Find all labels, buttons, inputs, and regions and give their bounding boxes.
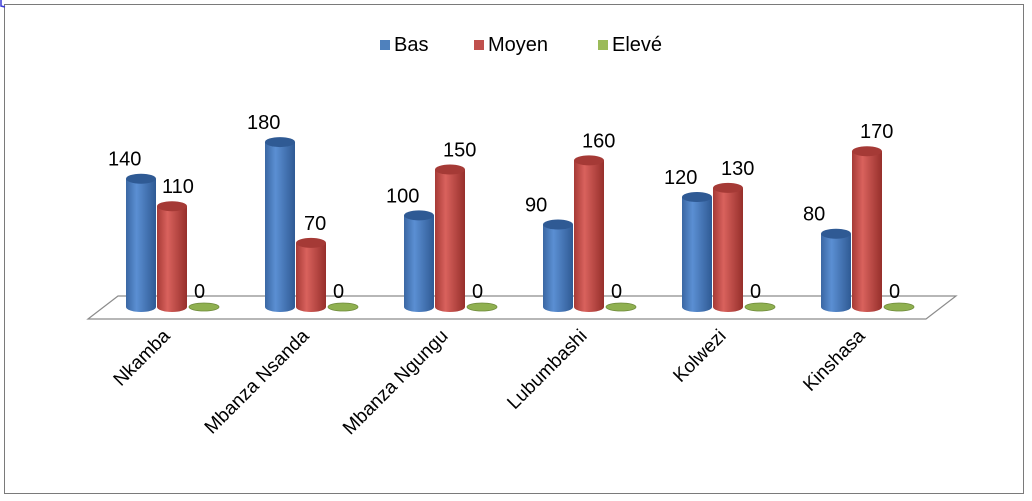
bar-body [543,224,573,312]
legend-swatch-bas [380,40,390,50]
bar-moyen-kolwezi [713,182,743,312]
bar-moyen-mbanza-nsanda [296,237,326,312]
bar-bas-lubumbashi [543,219,573,312]
data-label-bas-mbanza-nsanda: 180 [247,112,280,134]
corner-mark [0,0,6,8]
bar-body [404,215,434,312]
bar-eleve-mbanza-nsanda [327,302,359,312]
tick-label-kolwezi: Kolwezi [669,326,730,387]
bar-bas-kinshasa [821,228,851,312]
bar-bas-nkamba [126,173,156,312]
bar-moyen-kinshasa [852,146,882,312]
bar-moyen-nkamba [157,201,187,312]
bar-top [713,182,743,193]
data-label-bas-kinshasa: 80 [803,204,825,226]
bar-bas-kolwezi [682,192,712,312]
legend-label-bas: Bas [394,34,428,56]
bar-flat [744,302,776,312]
x-axis-ticks: Nkamba Mbanza Nsanda Mbanza Ngungu Lubumbas… [110,325,870,439]
bar-bas-mbanza-ngungu [404,210,434,312]
data-label-moyen-lubumbashi: 160 [582,130,615,152]
bar-top [682,192,712,203]
data-label-bas-lubumbashi: 90 [525,195,547,217]
bar-flat [883,302,915,312]
data-label-moyen-mbanza-ngungu: 150 [443,140,476,162]
legend-swatch-eleve [598,40,608,50]
data-label-bas-mbanza-ngungu: 100 [386,185,419,207]
tick-label-lubumbashi: Lubumbashi [503,326,591,414]
data-label-eleve-kolwezi: 0 [750,281,761,303]
bar-top [126,173,156,184]
legend-label-eleve: Elevé [612,34,662,56]
bar-body [821,233,851,312]
bar-eleve-lubumbashi [605,302,637,312]
bar-flat [605,302,637,312]
data-label-eleve-mbanza-nsanda: 0 [333,281,344,303]
tick-label-kinshasa: Kinshasa [799,325,869,395]
bar-flat [188,302,220,312]
tick-label-nkamba: Nkamba [110,325,175,390]
bar-moyen-lubumbashi [574,155,604,312]
bar-body [265,142,295,312]
bar-body [713,187,743,312]
bar-flat [327,302,359,312]
bar-body [157,206,187,312]
bar-top [265,137,295,148]
tick-label-mbanza-ngungu: Mbanza Ngungu [339,326,452,439]
bar-body [126,178,156,312]
data-label-moyen-mbanza-nsanda: 70 [304,213,326,235]
legend-swatch-moyen [474,40,484,50]
legend: Bas Moyen Elevé [380,34,662,56]
data-label-eleve-mbanza-ngungu: 0 [472,281,483,303]
data-label-bas-kolwezi: 120 [664,167,697,189]
bar-eleve-kinshasa [883,302,915,312]
bar-eleve-mbanza-ngungu [466,302,498,312]
data-label-moyen-kolwezi: 130 [721,158,754,180]
chart-marks: 140 110 0 180 70 0 100 150 0 90 160 0 120 130 0 80 170 0 [108,112,915,312]
bar-top [435,164,465,175]
bar-body [852,151,882,312]
bar-bas-mbanza-nsanda [265,137,295,312]
data-label-eleve-nkamba: 0 [194,281,205,303]
bar-top [852,146,882,157]
bar-top [157,201,187,212]
bar-top [821,228,851,239]
bar-body [435,169,465,312]
bar-top [543,219,573,230]
data-label-eleve-kinshasa: 0 [889,281,900,303]
bar-eleve-nkamba [188,302,220,312]
bar-moyen-mbanza-ngungu [435,164,465,312]
data-label-bas-nkamba: 140 [108,149,141,171]
tick-label-mbanza-nsanda: Mbanza Nsanda [201,325,314,438]
bar-top [404,210,434,221]
data-label-eleve-lubumbashi: 0 [611,281,622,303]
data-label-moyen-nkamba: 110 [162,176,194,198]
legend-label-moyen: Moyen [488,34,548,56]
bar-body [574,160,604,312]
bar-eleve-kolwezi [744,302,776,312]
bar-top [574,155,604,166]
bar-top [296,237,326,248]
bar-body [682,197,712,312]
bar-body [296,242,326,312]
bar-flat [466,302,498,312]
data-label-moyen-kinshasa: 170 [860,121,893,143]
